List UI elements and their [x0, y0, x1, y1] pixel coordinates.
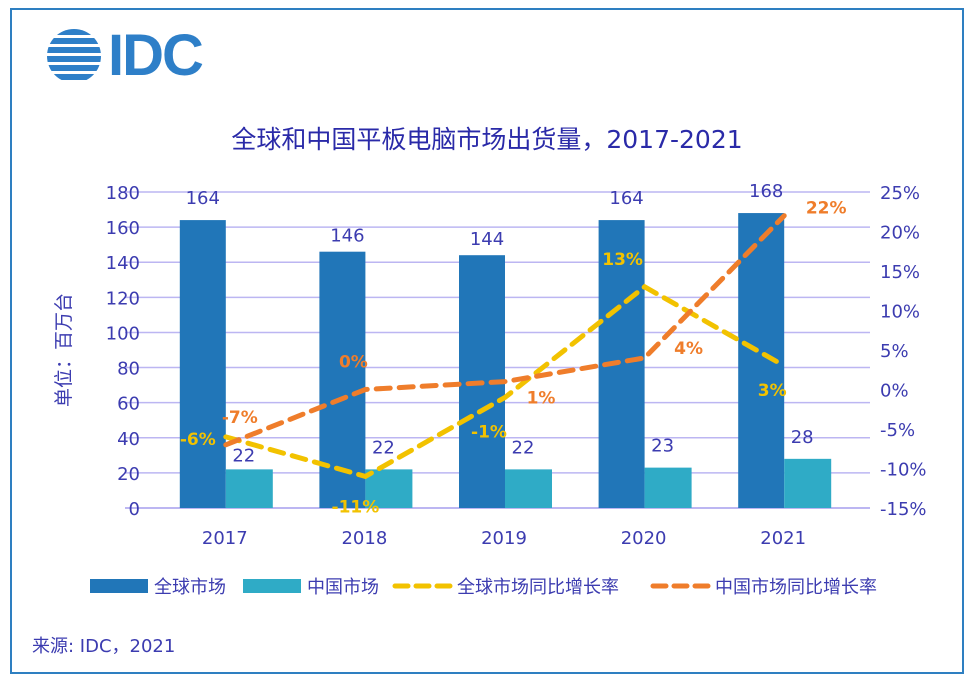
- legend-label-global-growth: 全球市场同比增长率: [457, 577, 619, 598]
- bar-label-china: 23: [651, 436, 674, 457]
- y2-tick-label: 0%: [880, 381, 909, 402]
- y2-tick-label: 10%: [880, 302, 920, 323]
- line-label: 4%: [674, 339, 703, 359]
- y2-tick-label: 20%: [880, 223, 920, 244]
- line-label: -11%: [332, 497, 380, 517]
- bar-label-global: 146: [330, 226, 364, 247]
- line-label: 3%: [758, 381, 787, 401]
- y-tick-label: 80: [117, 359, 140, 380]
- line-label: 1%: [527, 389, 556, 409]
- line-label: 0%: [339, 353, 368, 373]
- bar-label-china: 22: [372, 437, 395, 458]
- x-tick-label: 2018: [341, 528, 387, 549]
- x-tick-label: 2017: [202, 528, 248, 549]
- legend-label-china-market: 中国市场: [307, 577, 379, 598]
- bar-china-market: [365, 469, 413, 508]
- line-label: 13%: [602, 250, 643, 270]
- bar-label-global: 168: [749, 181, 783, 202]
- line-china-growth: [223, 213, 787, 448]
- legend-swatch-global-market: [90, 579, 148, 593]
- y-tick-label: 100: [106, 323, 140, 344]
- bar-label-china: 28: [791, 427, 814, 448]
- x-tick-label: 2021: [760, 528, 806, 549]
- bar-label-global: 164: [186, 188, 220, 209]
- bar-label-china: 22: [512, 437, 535, 458]
- y-tick-label: 140: [106, 253, 140, 274]
- bar-china-market: [225, 469, 273, 508]
- line-label: -7%: [222, 408, 258, 428]
- bar-china-market: [784, 458, 832, 508]
- y-tick-label: 180: [106, 183, 140, 204]
- y2-tick-label: 5%: [880, 341, 909, 362]
- y2-tick-label: 15%: [880, 262, 920, 283]
- y2-axis-ticks: -15% -10% -5% 0% 5% 10% 15% 20% 25%: [880, 183, 927, 520]
- logo-text: IDC: [108, 23, 204, 88]
- legend-swatch-china-market: [243, 579, 301, 593]
- y2-tick-label: -5%: [880, 420, 915, 441]
- line-labels: -6% -11% -1% 13% 3% -7% 0% 1% 4% 22%: [180, 199, 847, 518]
- y2-tick-label: -15%: [880, 499, 927, 520]
- y-tick-label: 120: [106, 288, 140, 309]
- y-tick-label: 160: [106, 218, 140, 239]
- idc-globe-icon: [47, 29, 101, 80]
- bar-china-market: [505, 469, 552, 508]
- y2-tick-label: -10%: [880, 460, 927, 481]
- legend: 全球市场 中国市场 全球市场同比增长率 中国市场同比增长率: [90, 577, 877, 598]
- legend-label-global-market: 全球市场: [154, 577, 226, 598]
- source-note: 来源: IDC，2021: [32, 636, 176, 657]
- bar-global-market: [179, 220, 226, 509]
- y-axis-ticks: 0 20 40 60 80 100 120 140 160 180: [106, 183, 140, 520]
- bars: [179, 213, 832, 509]
- y-tick-label: 0: [129, 499, 140, 520]
- bar-label-global: 164: [609, 188, 643, 209]
- legend-label-china-growth: 中国市场同比增长率: [715, 577, 877, 598]
- bar-labels: 164 22 146 22 144 22 164 23 168 28: [186, 181, 814, 466]
- y2-tick-label: 25%: [880, 183, 920, 204]
- chart-title: 全球和中国平板电脑市场出货量，2017-2021: [231, 125, 742, 154]
- x-tick-label: 2020: [621, 528, 667, 549]
- bar-china-market: [644, 467, 692, 508]
- line-label: -6%: [180, 430, 216, 450]
- x-axis-ticks: 2017 2018 2019 2020 2021: [202, 528, 806, 549]
- line-label: -1%: [471, 422, 507, 442]
- bar-label-global: 144: [470, 229, 504, 250]
- line-label: 22%: [806, 199, 847, 219]
- y-tick-label: 40: [117, 429, 140, 450]
- y-tick-label: 20: [117, 464, 140, 485]
- idc-logo: IDC: [44, 23, 204, 88]
- y-axis-label: 单位：百万台: [53, 293, 75, 407]
- bar-label-china: 22: [232, 445, 255, 466]
- x-tick-label: 2019: [481, 528, 527, 549]
- growth-lines: [223, 213, 787, 480]
- y-tick-label: 60: [117, 394, 140, 415]
